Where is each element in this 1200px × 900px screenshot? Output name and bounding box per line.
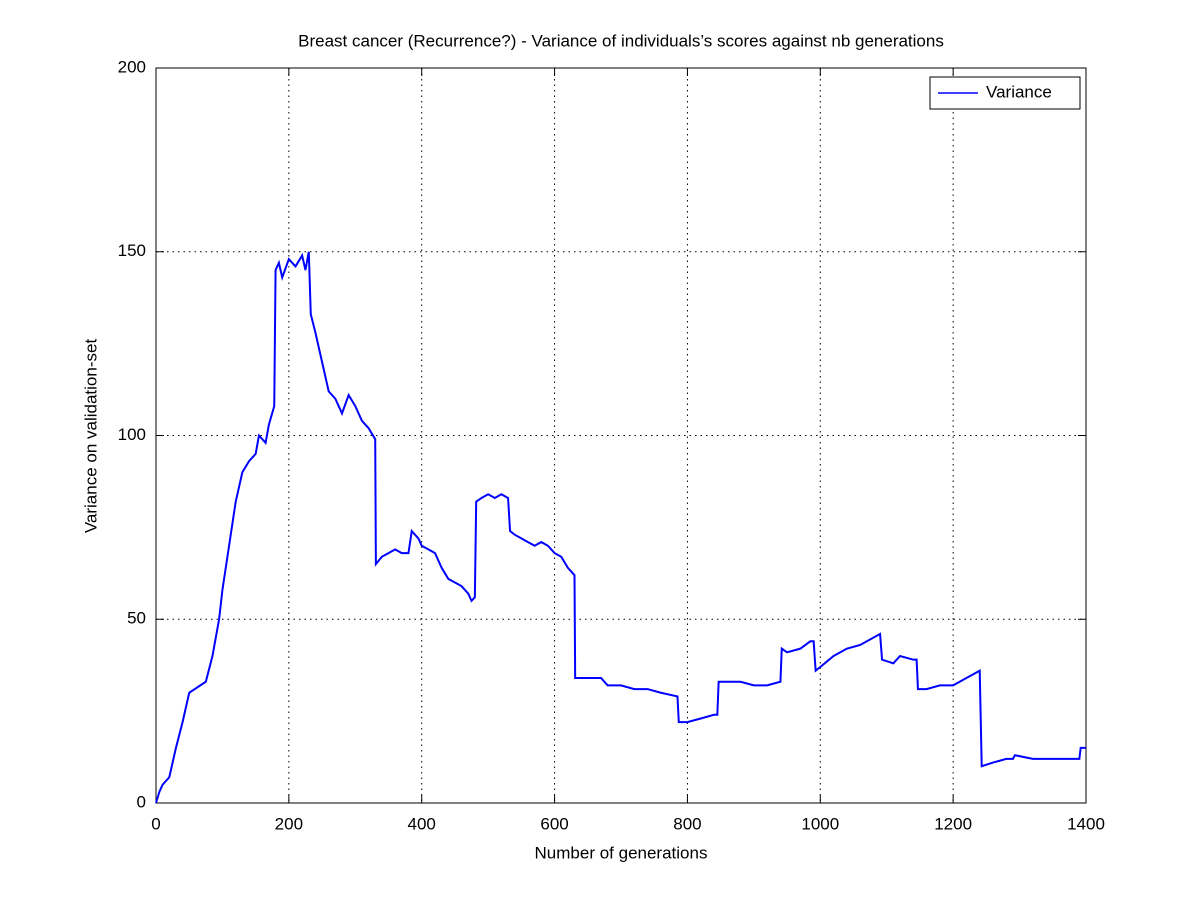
y-tick-label: 150 xyxy=(118,241,146,260)
y-tick-label: 100 xyxy=(118,425,146,444)
y-axis-label: Variance on validation-set xyxy=(81,339,100,534)
data-line xyxy=(155,251,1086,804)
x-axis-label: Number of generations xyxy=(535,843,708,862)
x-tick-label: 1200 xyxy=(934,814,972,833)
x-tick-label: 400 xyxy=(408,814,436,833)
chart-title: Breast cancer (Recurrence?) - Variance o… xyxy=(298,31,944,50)
y-tick-label: 200 xyxy=(118,57,146,76)
x-tick-label: 600 xyxy=(540,814,568,833)
y-tick-label: 50 xyxy=(127,609,146,628)
x-tick-label: 200 xyxy=(275,814,303,833)
x-tick-label: 1400 xyxy=(1067,814,1105,833)
plot-frame xyxy=(155,67,1087,804)
x-tick-label: 0 xyxy=(151,814,160,833)
x-tick-label: 800 xyxy=(673,814,701,833)
x-tick-label: 1000 xyxy=(801,814,839,833)
y-tick-label: 0 xyxy=(137,792,146,811)
legend-label: Variance xyxy=(986,82,1052,101)
